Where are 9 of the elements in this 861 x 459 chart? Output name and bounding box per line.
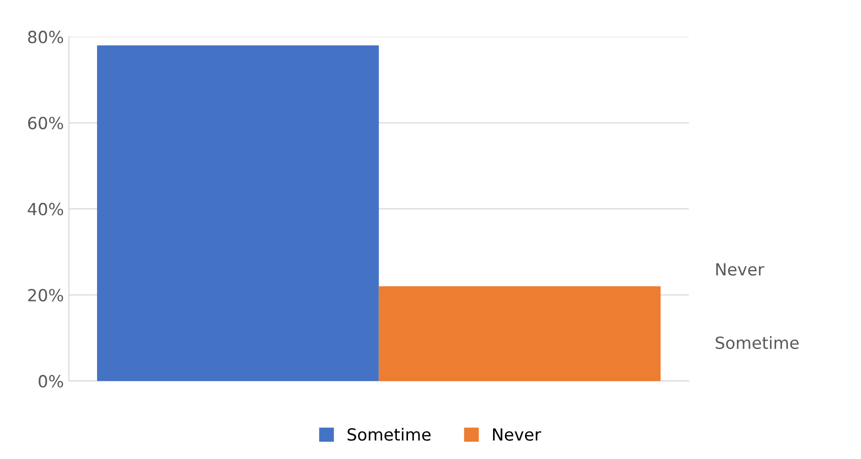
legend-label: Sometime xyxy=(348,428,431,441)
y-tick-label: 20% xyxy=(28,288,64,302)
y-tick-label: 80% xyxy=(28,30,64,44)
y-tick-label: 0% xyxy=(38,374,64,388)
y-tick-label: 60% xyxy=(28,116,64,130)
legend-label: Never xyxy=(493,428,542,441)
text: Never xyxy=(716,263,764,276)
text: Sometime xyxy=(716,336,799,350)
y-tick-label: 40% xyxy=(28,202,64,216)
